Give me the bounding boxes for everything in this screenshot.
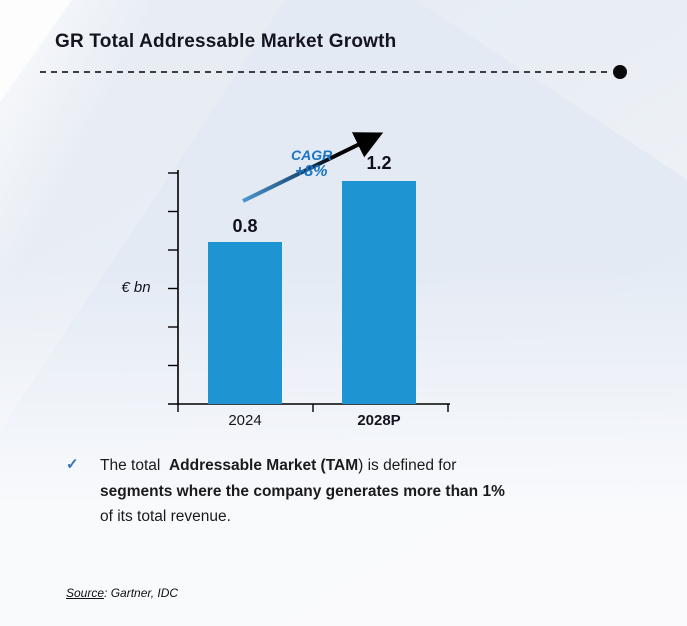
note-text-segment-bold: segments where the company generates mor… xyxy=(100,482,505,500)
checkmark-icon: ✓ xyxy=(66,456,79,473)
x-axis-label-2024: 2024 xyxy=(228,412,262,429)
y-axis-unit-label: € bn xyxy=(121,279,151,296)
bar-2024 xyxy=(208,242,282,404)
cagr-annotation-label: CAGR xyxy=(291,147,333,163)
page-title: GR Total Addressable Market Growth xyxy=(55,31,397,52)
source-label: Source xyxy=(66,586,105,600)
source-value: : Gartner, IDC xyxy=(104,586,179,600)
note-text-segment-bold: Addressable Market (TAM xyxy=(168,457,359,474)
note-text-segment: The total xyxy=(100,457,169,474)
tam-definition-text: The total Addressable Market (TAM) is de… xyxy=(100,453,576,530)
tam-definition-note: ✓ The total Addressable Market (TAM) is … xyxy=(66,453,576,530)
bar-2028p xyxy=(342,181,416,404)
source-line: Source: Gartner, IDC xyxy=(66,586,178,600)
title-divider-dashed-line xyxy=(40,71,610,73)
bar-value-label: 0.8 xyxy=(232,216,258,236)
divider-endpoint-dot xyxy=(613,65,627,79)
note-text-segment: of its total revenue. xyxy=(100,508,231,525)
bar-value-label: 1.2 xyxy=(366,153,392,173)
note-text-segment: ) is defined for xyxy=(358,457,457,474)
cagr-annotation-value: +8% xyxy=(295,163,328,180)
x-axis-label-2028p: 2028P xyxy=(357,412,401,429)
